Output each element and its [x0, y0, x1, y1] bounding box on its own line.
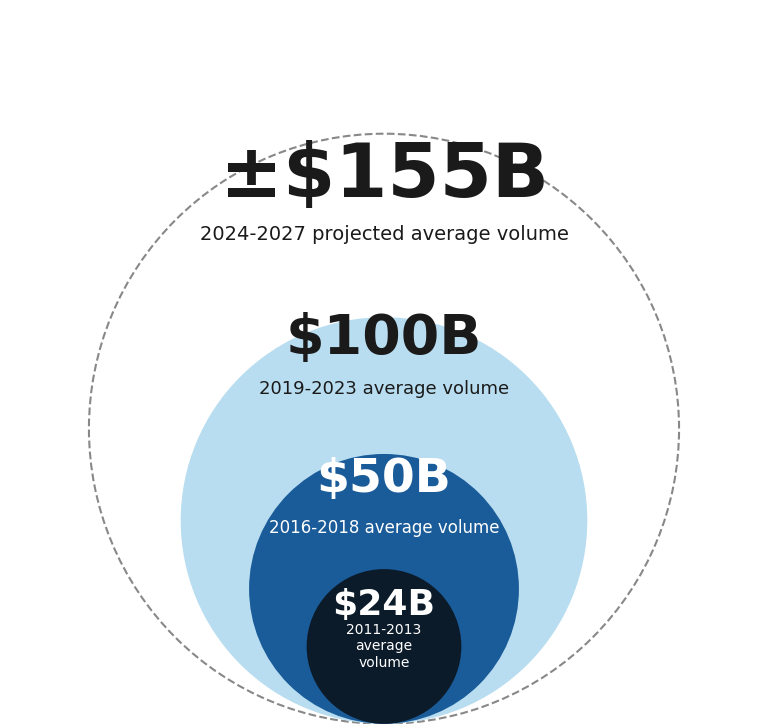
- Text: 2024-2027 projected average volume: 2024-2027 projected average volume: [200, 225, 568, 244]
- Text: 2019-2023 average volume: 2019-2023 average volume: [259, 380, 509, 398]
- Text: $100B: $100B: [286, 312, 482, 365]
- Text: 2016-2018 average volume: 2016-2018 average volume: [269, 519, 499, 537]
- Text: 2011-2013
average
volume: 2011-2013 average volume: [346, 623, 422, 670]
- Circle shape: [306, 569, 462, 724]
- Text: $24B: $24B: [333, 588, 435, 622]
- Text: $50B: $50B: [316, 456, 452, 502]
- Circle shape: [249, 454, 519, 724]
- Circle shape: [180, 317, 588, 724]
- Text: ±$155B: ±$155B: [220, 141, 548, 213]
